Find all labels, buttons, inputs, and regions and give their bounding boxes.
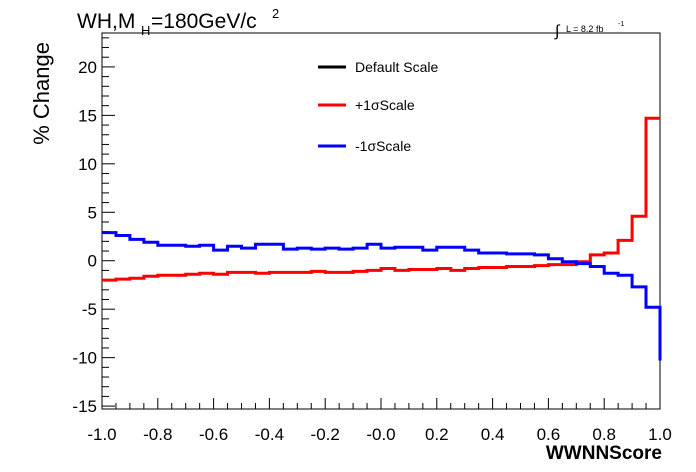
y-tick-label: -5 [82,300,97,319]
title-subscript: H [141,23,150,38]
x-axis: -1.0 -0.8 -0.6 -0.4 -0.2 -0.0 0.2 0.4 0.6 0.8 1.0 [87,398,672,444]
y-tick-label: 20 [78,58,97,77]
title-superscript: 2 [272,6,279,21]
y-tick-label: -10 [72,349,97,368]
luminosity-superscript: -1 [618,21,624,28]
y-tick-label: -15 [72,397,97,416]
y-tick-label: 5 [88,203,97,222]
luminosity-label: ∫ L = 8.2 fb -1 [554,21,624,40]
y-axis-label: % Change [29,42,54,145]
title-rest: =180GeV/c [151,10,257,33]
x-tick-label: 0.6 [537,425,561,444]
x-tick-label: 0.8 [592,425,616,444]
legend: Default Scale +1σScale -1σScale [318,59,438,154]
x-tick-label: -0.6 [199,425,228,444]
luminosity-text: L = 8.2 fb [566,24,603,34]
legend-label-0: Default Scale [355,59,438,75]
y-tick-label: 0 [88,252,97,271]
x-tick-label: 0.4 [481,425,505,444]
legend-label-1: +1σScale [355,97,415,113]
series-line-2 [102,231,662,361]
x-tick-label: -1.0 [87,425,116,444]
x-axis-label: WWNNScore [546,443,662,464]
integral-symbol: ∫ [554,23,561,40]
legend-label-2: -1σScale [355,138,411,154]
y-tick-label: 15 [78,106,97,125]
x-tick-label: -0.0 [366,425,395,444]
x-tick-label: -0.2 [311,425,340,444]
x-tick-label: 0.2 [425,425,449,444]
series-lines [102,116,662,361]
x-tick-label: -0.8 [143,425,172,444]
y-tick-label: 10 [78,155,97,174]
y-axis: -15 -10 -5 0 5 10 15 20 [72,33,115,416]
chart-title: WH,M H =180GeV/c 2 [77,6,279,38]
title-prefix: WH,M [77,10,135,33]
x-tick-label: -0.4 [255,425,284,444]
x-tick-label: 1.0 [648,425,672,444]
